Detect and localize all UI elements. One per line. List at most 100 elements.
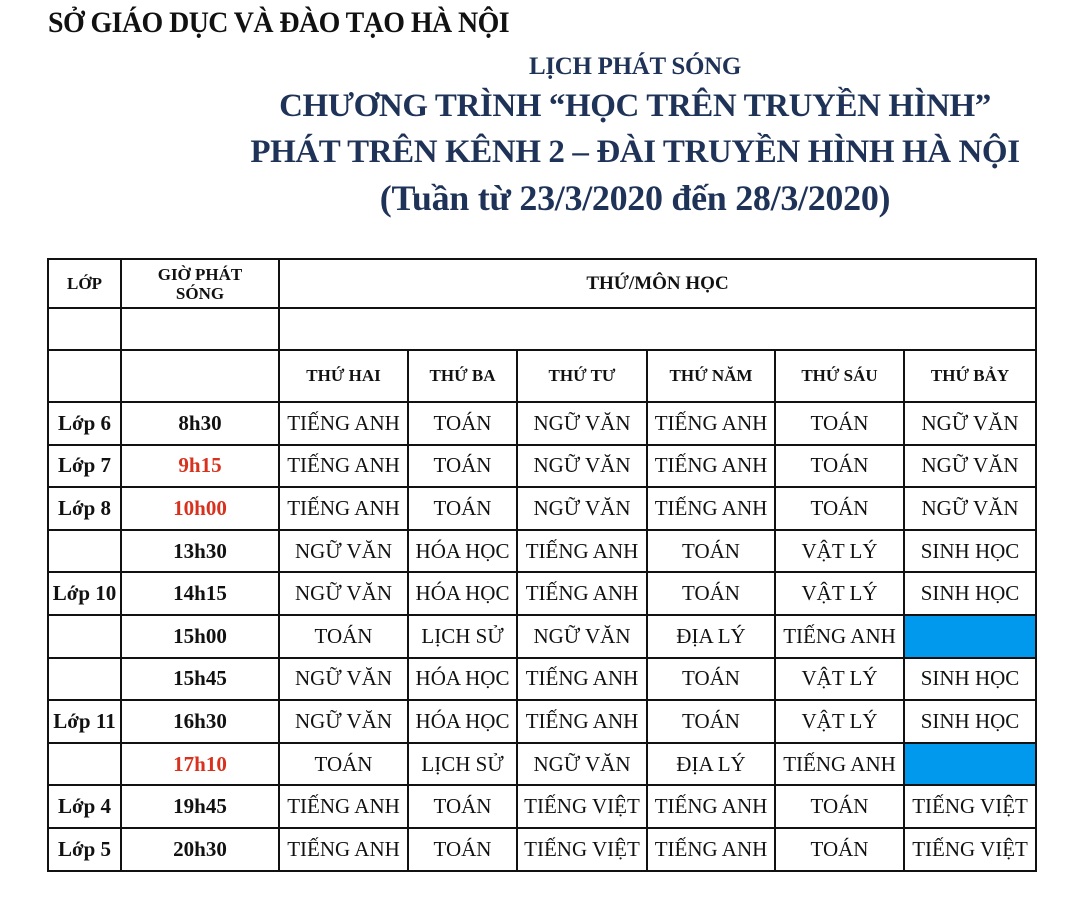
empty-cell	[120, 307, 280, 351]
empty-cell	[47, 349, 122, 403]
subject-cell: HÓA HỌC	[407, 571, 518, 616]
time-cell: 16h30	[120, 699, 280, 744]
subject-cell: TOÁN	[646, 656, 776, 702]
header-time: GIỜ PHÁT SÓNG	[120, 258, 280, 309]
day-header: THỨ BA	[407, 349, 518, 403]
subject-cell: LỊCH SỬ	[407, 741, 518, 787]
schedule-row: Lớp 11 16h30 NGỮ VĂN HÓA HỌC TIẾNG ANH TOÁN VẬ…	[47, 699, 1038, 744]
subject-cell: NGỮ VĂN	[516, 741, 648, 787]
subject-cell: VẬT LÝ	[774, 528, 905, 574]
subject-cell: ĐỊA LÝ	[646, 613, 776, 659]
time-cell: 14h15	[120, 571, 280, 616]
subject-cell: TOÁN	[278, 741, 409, 787]
subject-cell: VẬT LÝ	[774, 571, 905, 616]
subject-cell: HÓA HỌC	[407, 528, 518, 574]
subject-cell: NGỮ VĂN	[516, 613, 648, 659]
schedule-row: Lớp 6 8h30 TIẾNG ANH TOÁN NGỮ VĂN TIẾNG ANH TO…	[47, 401, 1038, 446]
subject-cell: TOÁN	[774, 784, 905, 829]
empty-cell	[47, 307, 122, 351]
subject-cell: TIẾNG VIỆT	[902, 826, 1038, 872]
subject-cell: TIẾNG VIỆT	[902, 784, 1038, 829]
subject-cell: TIẾNG VIỆT	[516, 784, 648, 829]
title-line-2: CHƯƠNG TRÌNH “HỌC TRÊN TRUYỀN HÌNH”	[279, 88, 991, 124]
subject-cell: TIẾNG ANH	[278, 443, 409, 489]
schedule-row: Lớp 10 14h15 NGỮ VĂN HÓA HỌC TIẾNG ANH TOÁN VẬ…	[47, 571, 1038, 616]
subject-cell: TOÁN	[646, 528, 776, 574]
subject-cell: NGỮ VĂN	[278, 571, 409, 616]
subject-cell: TOÁN	[278, 613, 409, 659]
subject-cell: TIẾNG ANH	[516, 528, 648, 574]
title-line-1: LỊCH PHÁT SÓNG	[528, 53, 742, 80]
schedule-row: 13h30 NGỮ VĂN HÓA HỌC TIẾNG ANH TOÁN VẬT LÝ SI…	[47, 528, 1038, 574]
subject-cell: VẬT LÝ	[774, 656, 905, 702]
header-class: LỚP	[47, 258, 122, 309]
day-header: THỨ NĂM	[646, 349, 776, 403]
subject-cell: NGỮ VĂN	[516, 443, 648, 489]
broadcast-schedule-table: LỚP GIỜ PHÁT SÓNG THỨ/MÔN HỌC THỨ HAI THỨ…	[47, 258, 1038, 872]
subject-cell: TIẾNG ANH	[278, 401, 409, 446]
subject-cell: HÓA HỌC	[407, 699, 518, 744]
schedule-row: 17h10 TOÁN LỊCH SỬ NGỮ VĂN ĐỊA LÝ TIẾNG ANH	[47, 741, 1038, 787]
subject-cell: LỊCH SỬ	[407, 613, 518, 659]
subject-cell: TIẾNG ANH	[646, 486, 776, 531]
subject-cell: TOÁN	[407, 486, 518, 531]
subject-cell: TIẾNG ANH	[646, 443, 776, 489]
subject-cell: NGỮ VĂN	[902, 443, 1038, 489]
schedule-row: 15h45 NGỮ VĂN HÓA HỌC TIẾNG ANH TOÁN VẬT LÝ SI…	[47, 656, 1038, 702]
class-cell	[47, 656, 122, 702]
time-cell: 9h15	[120, 443, 280, 489]
subject-cell: TOÁN	[774, 401, 905, 446]
subject-cell: TIẾNG ANH	[278, 486, 409, 531]
subject-cell: VẬT LÝ	[774, 699, 905, 744]
day-header: THỨ BẢY	[902, 349, 1038, 403]
time-cell: 20h30	[120, 826, 280, 872]
class-cell: Lớp 10	[47, 571, 122, 616]
header-subject: THỨ/MÔN HỌC	[277, 258, 1038, 309]
subject-cell: NGỮ VĂN	[278, 699, 409, 744]
empty-cell	[120, 349, 280, 403]
class-cell: Lớp 6	[47, 401, 122, 446]
time-cell: 10h00	[120, 486, 280, 531]
class-cell: Lớp 7	[47, 443, 122, 489]
time-cell: 13h30	[120, 528, 280, 574]
subject-cell: TIẾNG ANH	[646, 784, 776, 829]
subject-cell: TIẾNG ANH	[516, 656, 648, 702]
empty-slot-cell	[902, 613, 1038, 659]
subject-cell: TIẾNG ANH	[774, 741, 905, 787]
subject-cell: TOÁN	[407, 401, 518, 446]
title-week-range: (Tuần từ 23/3/2020 đến 28/3/2020)	[379, 178, 891, 218]
subject-cell: TOÁN	[774, 443, 905, 489]
empty-cell	[277, 307, 1038, 351]
class-cell: Lớp 4	[47, 784, 122, 829]
subject-cell: TIẾNG ANH	[516, 699, 648, 744]
empty-slot-cell	[902, 741, 1038, 787]
subject-cell: TOÁN	[407, 443, 518, 489]
subject-cell: SINH HỌC	[902, 699, 1038, 744]
subject-cell: TIẾNG VIỆT	[516, 826, 648, 872]
subject-cell: SINH HỌC	[902, 528, 1038, 574]
subject-cell: NGỮ VĂN	[278, 656, 409, 702]
subject-cell: ĐỊA LÝ	[646, 741, 776, 787]
title-line-3: PHÁT TRÊN KÊNH 2 – ĐÀI TRUYỀN HÌNH HÀ NỘ…	[250, 134, 1020, 170]
class-cell	[47, 528, 122, 574]
day-header: THỨ HAI	[278, 349, 409, 403]
time-cell: 15h00	[120, 613, 280, 659]
class-cell: Lớp 8	[47, 486, 122, 531]
schedule-row: 15h00 TOÁN LỊCH SỬ NGỮ VĂN ĐỊA LÝ TIẾNG ANH	[47, 613, 1038, 659]
time-cell: 17h10	[120, 741, 280, 787]
subject-cell: HÓA HỌC	[407, 656, 518, 702]
subject-cell: SINH HỌC	[902, 571, 1038, 616]
time-cell: 15h45	[120, 656, 280, 702]
subject-cell: TOÁN	[407, 826, 518, 872]
subject-cell: SINH HỌC	[902, 656, 1038, 702]
time-cell: 8h30	[120, 401, 280, 446]
class-cell	[47, 741, 122, 787]
subject-cell: NGỮ VĂN	[902, 401, 1038, 446]
subject-cell: TIẾNG ANH	[278, 784, 409, 829]
subject-cell: TIẾNG ANH	[646, 826, 776, 872]
subject-cell: NGỮ VĂN	[516, 401, 648, 446]
subject-cell: TOÁN	[407, 784, 518, 829]
subject-cell: TOÁN	[774, 826, 905, 872]
day-header: THỨ TƯ	[516, 349, 648, 403]
class-cell	[47, 613, 122, 659]
